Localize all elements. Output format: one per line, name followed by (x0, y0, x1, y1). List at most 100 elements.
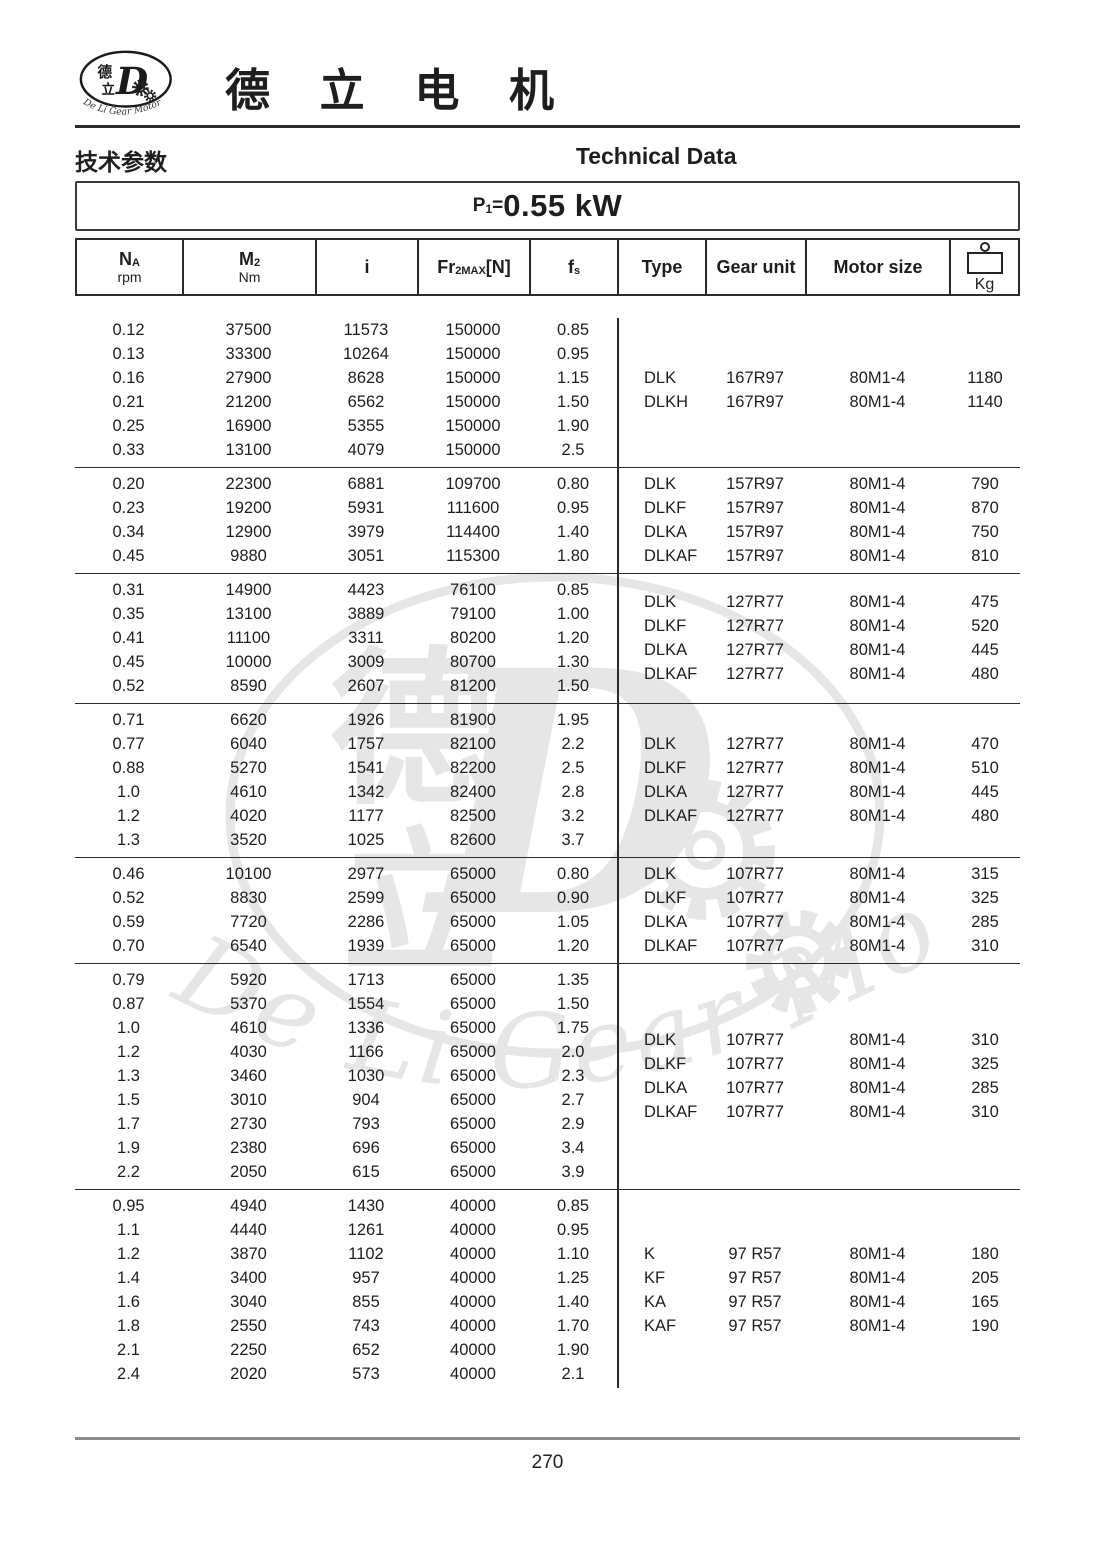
gear-unit: 107R77 (726, 912, 784, 931)
data-cell: 4020 (230, 806, 267, 825)
data-cell: 7720 (230, 912, 267, 931)
motor-size: 80M1-4 (849, 806, 906, 825)
data-row: 1.0 4610 1342 82400 2.8 (75, 780, 617, 804)
motor-type: DLK (644, 1030, 677, 1049)
data-cell: 4440 (230, 1220, 267, 1239)
data-row: 0.35 13100 3889 79100 1.00 (75, 602, 617, 626)
data-cell: 1.70 (556, 1316, 590, 1335)
weight-kg: 325 (971, 1054, 999, 1073)
data-cell: 2050 (230, 1162, 267, 1181)
data-cell: 3400 (230, 1268, 267, 1287)
data-cell: 3870 (230, 1244, 267, 1263)
data-cell: 0.95 (556, 498, 590, 517)
motor-type: DLKA (644, 640, 688, 659)
weight-kg: 870 (971, 498, 999, 517)
data-cell: 10264 (343, 344, 389, 363)
col-header-service-factor: fs (531, 240, 619, 294)
data-cell: 0.95 (556, 344, 590, 363)
data-cell: 1757 (347, 734, 385, 753)
table-group: 0.46 10100 2977 65000 0.80 0.52 8830 2599 65000 0… (75, 858, 1020, 964)
data-cell: 5355 (347, 416, 385, 435)
motor-size: 80M1-4 (849, 912, 906, 931)
motor-type: DLKF (644, 1054, 687, 1073)
data-cell: 4423 (347, 580, 385, 599)
data-cell: 0.23 (112, 498, 145, 517)
data-cell: 1926 (347, 710, 385, 729)
data-cell: 0.46 (112, 864, 145, 883)
performance-rows: 0.20 22300 6881 109700 0.80 0.23 19200 5931 1116… (75, 472, 617, 568)
weight-kg: 315 (971, 864, 999, 883)
data-cell: 2.1 (561, 1364, 585, 1383)
data-row: 1.4 3400 957 40000 1.25 (75, 1266, 617, 1290)
data-cell: 1939 (347, 936, 385, 955)
data-row: 0.13 33300 10264 150000 0.95 (75, 342, 617, 366)
performance-rows: 0.79 5920 1713 65000 1.35 0.87 5370 1554 65000 1.… (75, 968, 617, 1184)
data-cell: 109700 (445, 474, 501, 493)
gear-unit: 107R77 (726, 864, 784, 883)
weight-kg: 480 (971, 806, 999, 825)
motor-type: DLKF (644, 758, 687, 777)
data-cell: 3009 (347, 652, 385, 671)
data-cell: 6562 (347, 392, 385, 411)
data-cell: 4610 (230, 1018, 267, 1037)
weight-kg: 285 (971, 1078, 999, 1097)
motor-size: 80M1-4 (849, 782, 906, 801)
data-cell: 9880 (230, 546, 267, 565)
data-cell: 2.4 (117, 1364, 140, 1383)
data-cell: 1.50 (556, 994, 590, 1013)
data-cell: 1.4 (117, 1268, 140, 1287)
data-row: 0.59 7720 2286 65000 1.05 (75, 910, 617, 934)
data-row: 0.87 5370 1554 65000 1.50 (75, 992, 617, 1016)
data-cell: 1.7 (117, 1114, 140, 1133)
data-cell: 5270 (230, 758, 267, 777)
data-cell: 2250 (230, 1340, 267, 1359)
table-group: 0.31 14900 4423 76100 0.85 0.35 13100 3889 79100… (75, 574, 1020, 704)
data-cell: 6040 (230, 734, 267, 753)
motor-rows: DLK 127R77 80M1-4 475 DLKF 127R77 80M1-4 520 DLK… (617, 578, 1020, 698)
motor-type: DLKF (644, 616, 687, 635)
data-cell: 8590 (230, 676, 267, 695)
weight-kg: 310 (971, 936, 999, 955)
data-cell: 2.5 (561, 758, 585, 777)
motor-rows: DLK 167R97 80M1-4 1180 DLKH 167R97 80M1-4 1140 (617, 318, 1020, 462)
data-row: 1.2 4020 1177 82500 3.2 (75, 804, 617, 828)
data-cell: 1.40 (556, 1292, 590, 1311)
column-divider (617, 318, 619, 1388)
data-cell: 150000 (445, 416, 501, 435)
motor-size: 80M1-4 (849, 1054, 906, 1073)
weight-kg: 1140 (967, 392, 1003, 411)
motor-size: 80M1-4 (849, 498, 906, 517)
performance-rows: 0.31 14900 4423 76100 0.85 0.35 13100 3889 79100… (75, 578, 617, 698)
data-cell: 615 (352, 1162, 380, 1181)
table-group: 0.12 37500 11573 150000 0.85 0.13 33300 10264 15… (75, 296, 1020, 468)
motor-row: DLKF 127R77 80M1-4 520 (617, 614, 1020, 638)
weight-kg: 470 (971, 734, 999, 753)
data-cell: 1.3 (117, 830, 140, 849)
data-cell: 13100 (225, 604, 272, 623)
motor-size: 80M1-4 (849, 592, 906, 611)
header-rule (75, 125, 1020, 128)
data-row: 0.12 37500 11573 150000 0.85 (75, 318, 617, 342)
motor-rows: K 97 R57 80M1-4 180 KF 97 R57 80M1-4 205 KA 97 R5… (617, 1194, 1020, 1386)
motor-row: DLKH 167R97 80M1-4 1140 (617, 390, 1020, 414)
data-cell: 0.20 (112, 474, 145, 493)
data-cell: 82500 (450, 806, 496, 825)
data-cell: 1.80 (556, 546, 590, 565)
data-cell: 2550 (230, 1316, 267, 1335)
data-cell: 80700 (450, 652, 496, 671)
gear-unit: 157R97 (726, 474, 784, 493)
data-cell: 80200 (450, 628, 496, 647)
data-cell: 0.21 (112, 392, 145, 411)
motor-size: 80M1-4 (849, 1030, 906, 1049)
data-cell: 16900 (225, 416, 272, 435)
col-header-motor-size: Motor size (807, 240, 951, 294)
gear-unit: 127R77 (726, 592, 784, 611)
logo-gears-icon (132, 79, 157, 102)
data-cell: 1.75 (556, 1018, 590, 1037)
data-cell: 14900 (225, 580, 272, 599)
data-row: 1.6 3040 855 40000 1.40 (75, 1290, 617, 1314)
data-row: 0.34 12900 3979 114400 1.40 (75, 520, 617, 544)
motor-type: KAF (644, 1316, 677, 1335)
gear-unit: 97 R57 (728, 1244, 782, 1263)
data-cell: 1.05 (556, 912, 590, 931)
